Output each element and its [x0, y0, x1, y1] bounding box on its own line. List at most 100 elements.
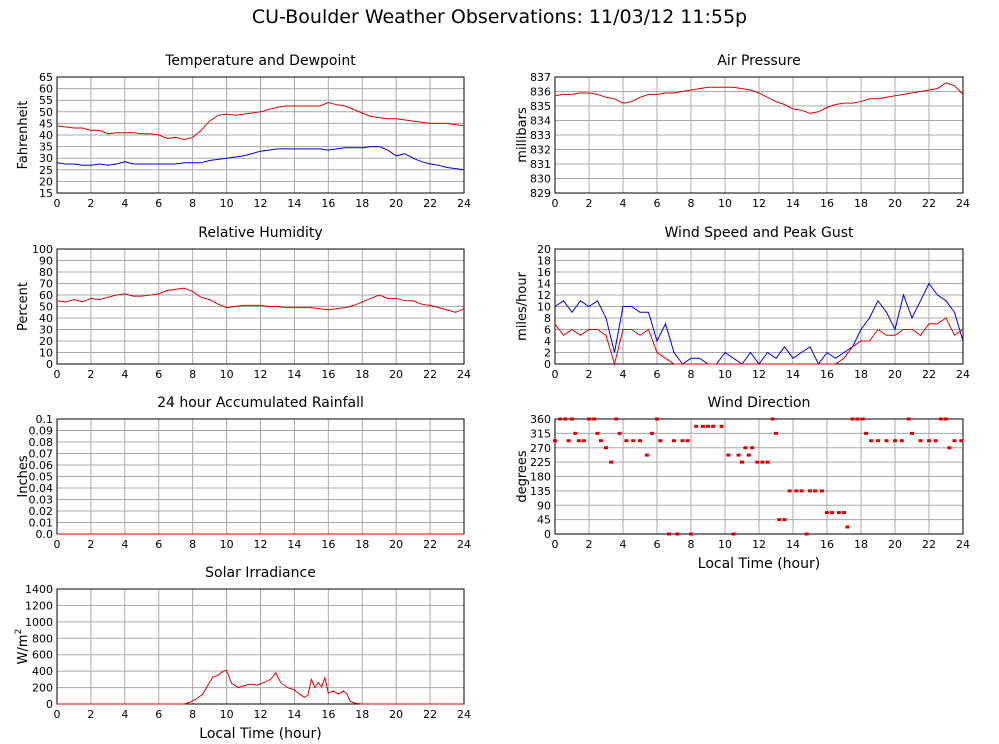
- x-tick-label: 24: [457, 368, 471, 381]
- x-tick-label: 2: [586, 197, 593, 210]
- x-tick-label: 18: [854, 368, 868, 381]
- y-tick-label: 0.03: [29, 494, 54, 507]
- x-tick-label: 6: [155, 708, 162, 721]
- x-tick-label: 8: [189, 708, 196, 721]
- x-tick-label: 24: [956, 368, 970, 381]
- data-point: [576, 439, 581, 443]
- y-tick-label: 135: [530, 485, 551, 498]
- x-tick-label: 14: [287, 708, 301, 721]
- data-point: [666, 532, 671, 536]
- x-tick-label: 16: [820, 197, 834, 210]
- x-tick-label: 18: [355, 538, 369, 551]
- y-tick-label: 180: [530, 471, 551, 484]
- x-tick-label: 22: [423, 197, 437, 210]
- x-tick-label: 8: [688, 197, 695, 210]
- y-tick-label: 360: [530, 413, 551, 426]
- y-tick-label: 100: [32, 243, 53, 256]
- x-tick-label: 22: [423, 538, 437, 551]
- data-point: [944, 417, 948, 421]
- x-tick-label: 0: [54, 368, 61, 381]
- x-tick-label: 10: [718, 368, 732, 381]
- data-point: [566, 439, 571, 443]
- data-point: [782, 518, 787, 522]
- y-tick-label: 45: [537, 514, 551, 527]
- data-point: [694, 424, 699, 428]
- x-tick-label: 10: [718, 197, 732, 210]
- data-point: [770, 417, 775, 421]
- data-point: [581, 439, 586, 443]
- y-tick-label: 0: [46, 358, 53, 371]
- y-tick-label: 14: [537, 278, 551, 291]
- temp-chart: 0 2 4 6 8 10 12 14 16 18 20 22 241520253035404550556…: [16, 53, 471, 210]
- x-tick-label: 16: [820, 538, 834, 551]
- x-tick-label: 12: [254, 368, 268, 381]
- y-tick-label: 10: [537, 301, 551, 314]
- data-point: [952, 439, 957, 443]
- data-point: [938, 417, 943, 421]
- x-tick-label: 22: [423, 708, 437, 721]
- y-tick-label: 50: [39, 301, 53, 314]
- x-tick-label: 0: [54, 197, 61, 210]
- x-tick-label: 2: [586, 538, 593, 551]
- y-tick-label: 1000: [25, 616, 53, 629]
- wind-chart: 0 2 4 6 8 10 12 14 16 18 20 22 2402468101214161820Wi…: [515, 225, 970, 381]
- x-tick-label: 8: [189, 368, 196, 381]
- plot-frame: [56, 248, 465, 365]
- x-tick-label: 0: [552, 197, 559, 210]
- data-point: [655, 417, 659, 421]
- data-point: [876, 439, 880, 443]
- y-tick-label: 90: [39, 255, 53, 268]
- data-point: [617, 431, 622, 435]
- y-tick-label: 40: [39, 312, 53, 325]
- x-tick-label: 6: [155, 538, 162, 551]
- x-tick-label: 4: [121, 368, 128, 381]
- data-point: [609, 460, 614, 464]
- y-tick-label: 30: [39, 324, 53, 337]
- data-point: [850, 417, 855, 421]
- y-axis-label: Inches: [16, 455, 31, 497]
- data-point: [845, 525, 850, 529]
- data-point: [624, 439, 629, 443]
- y-tick-label: 600: [32, 649, 53, 662]
- x-tick-label: 20: [888, 538, 902, 551]
- y-tick-label: 40: [39, 129, 53, 142]
- data-point: [947, 446, 952, 450]
- plot-frame: [554, 418, 964, 535]
- data-point: [808, 489, 812, 493]
- data-point: [959, 439, 964, 443]
- x-tick-label: 12: [254, 197, 268, 210]
- y-tick-label: 833: [530, 129, 551, 142]
- rain-chart: 0 2 4 6 8 10 12 14 16 18 20 22 240.00.010.020.030.04…: [16, 395, 471, 551]
- y-tick-label: 832: [530, 144, 551, 157]
- data-point: [731, 532, 736, 536]
- x-tick-label: 24: [457, 708, 471, 721]
- x-tick-label: 4: [121, 708, 128, 721]
- y-axis-label: miles/hour: [515, 271, 530, 340]
- y-tick-label: 80: [39, 266, 53, 279]
- y-tick-label: 1200: [25, 599, 53, 612]
- x-tick-label: 14: [786, 197, 800, 210]
- y-tick-label: 60: [39, 83, 53, 96]
- chart-title: Temperature and Dewpoint: [164, 53, 356, 69]
- x-axis-label: Local Time (hour): [199, 726, 321, 742]
- y-tick-label: 4: [544, 335, 551, 348]
- chart-title: Wind Direction: [708, 395, 811, 411]
- x-tick-label: 4: [121, 197, 128, 210]
- data-point: [700, 424, 705, 428]
- x-tick-label: 16: [321, 197, 335, 210]
- y-tick-label: 0.04: [29, 482, 54, 495]
- series-line: [56, 287, 465, 313]
- data-point: [746, 453, 751, 457]
- x-tick-label: 24: [457, 538, 471, 551]
- y-tick-label: 8: [544, 312, 551, 325]
- x-tick-label: 18: [854, 197, 868, 210]
- x-tick-label: 14: [786, 538, 800, 551]
- x-tick-label: 2: [87, 538, 94, 551]
- y-tick-label: 20: [537, 243, 551, 256]
- data-point: [842, 511, 846, 515]
- x-tick-label: 12: [254, 708, 268, 721]
- data-point: [760, 460, 765, 464]
- data-point: [595, 431, 600, 435]
- x-tick-label: 8: [189, 538, 196, 551]
- data-point: [672, 439, 676, 443]
